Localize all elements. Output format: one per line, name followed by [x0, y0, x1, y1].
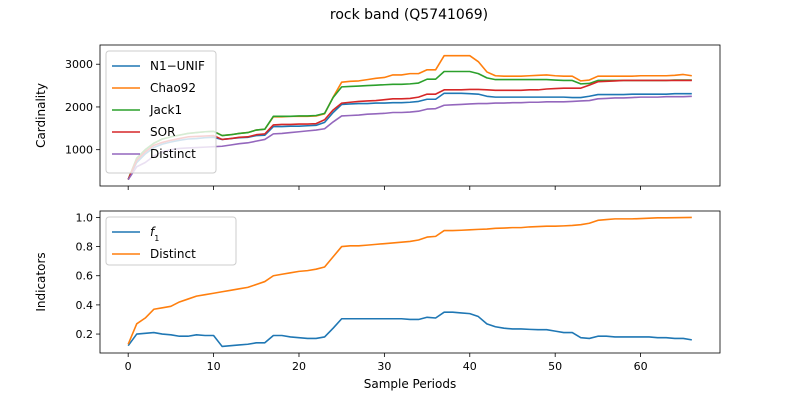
series-line-jack1: [127, 70, 692, 180]
axes-frame: [99, 210, 721, 354]
legend: f1 Distinct: [105, 216, 237, 266]
legend-label-n1-unif: N1−UNIF: [150, 59, 205, 73]
legend-label-chao92: Chao92: [150, 81, 196, 95]
x-tick-label: 10: [207, 360, 221, 373]
y-axis-label: Indicators: [34, 252, 48, 311]
cardinality-panel: 1000 2000 3000 Cardinality N1−UNIF Chao92 Jack…: [34, 44, 721, 190]
legend-label-distinct: Distinct: [150, 247, 196, 261]
legend-label-f1: f1: [150, 225, 159, 243]
legend-box: [105, 216, 237, 266]
y-tick-label: 1.0: [76, 211, 94, 224]
y-tick-label: 0.4: [76, 299, 94, 312]
y-axis-label: Cardinality: [34, 83, 48, 148]
y-tick-label: 0.2: [76, 328, 94, 341]
legend-label-sor: SOR: [150, 125, 175, 139]
series-line-sor: [127, 79, 692, 180]
legend: N1−UNIF Chao92 Jack1 SOR Distinct: [105, 50, 217, 174]
x-tick-label: 40: [463, 360, 477, 373]
legend-label-jack1: Jack1: [149, 103, 182, 117]
series-line-f1: [127, 311, 692, 348]
y-tick-label: 2000: [65, 101, 93, 114]
legend-label-distinct: Distinct: [150, 147, 196, 161]
axes-frame: [99, 44, 721, 187]
y-tick-label: 0.6: [76, 270, 94, 283]
x-axis-label: Sample Periods: [364, 377, 456, 391]
chart-title: rock band (Q5741069): [330, 7, 488, 23]
x-tick-label: 60: [634, 360, 648, 373]
x-tick-label: 50: [548, 360, 562, 373]
indicators-panel: 0 10 20 30 40 50 60 0.2 0.4 0.6 0.8 1.0 Indicators Sa…: [34, 210, 721, 391]
series-line-distinct: [127, 95, 692, 181]
y-tick-label: 1000: [65, 144, 93, 157]
y-tick-label: 3000: [65, 58, 93, 71]
series-line-distinct: [127, 216, 692, 345]
legend-box: [105, 50, 217, 174]
x-tick-label: 20: [292, 360, 306, 373]
x-tick-label: 30: [377, 360, 391, 373]
x-tick-label: 0: [125, 360, 132, 373]
y-tick-label: 0.8: [76, 241, 94, 254]
